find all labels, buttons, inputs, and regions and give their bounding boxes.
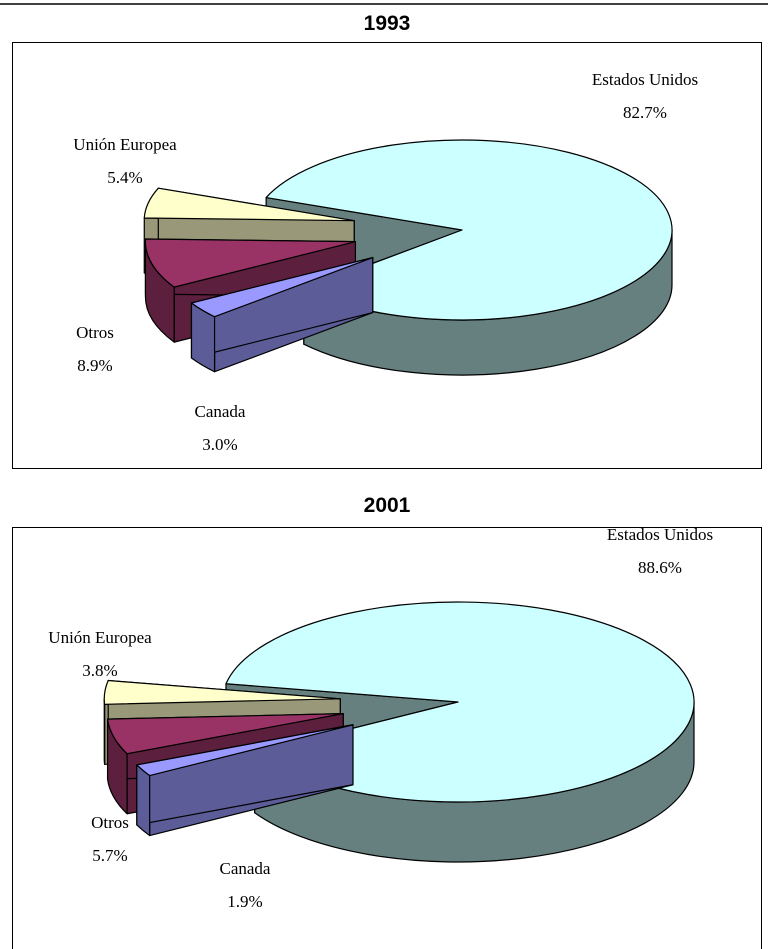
slice-label: Canada [195,402,246,421]
slice [144,238,357,288]
slice-value: 3.0% [202,435,237,454]
slice-value: 8.9% [77,356,112,375]
slice-label: Estados Unidos [592,70,698,89]
slice [143,187,355,222]
slice-value: 88.6% [638,558,682,577]
slice [106,713,344,755]
slice-value: 1.9% [227,892,262,911]
slice-label: Estados Unidos [607,525,713,544]
slice-label: Unión Europea [48,628,152,647]
slice [190,256,374,318]
slice-label: Unión Europea [73,135,177,154]
chart-frame [12,42,762,469]
slice-label: Otros [76,323,114,342]
slice-value: 5.7% [92,846,127,865]
slice-value: 3.8% [82,661,117,680]
slice-value: 5.4% [107,168,142,187]
slice-wall [136,764,151,837]
chart-title: 2001 [364,494,411,517]
slice-value: 82.7% [623,103,667,122]
slice-label: Canada [220,859,271,878]
slice-label: Otros [91,813,129,832]
chart-title: 1993 [364,12,411,35]
slice [103,679,341,705]
chart-frame [12,527,762,949]
slice [136,724,354,777]
